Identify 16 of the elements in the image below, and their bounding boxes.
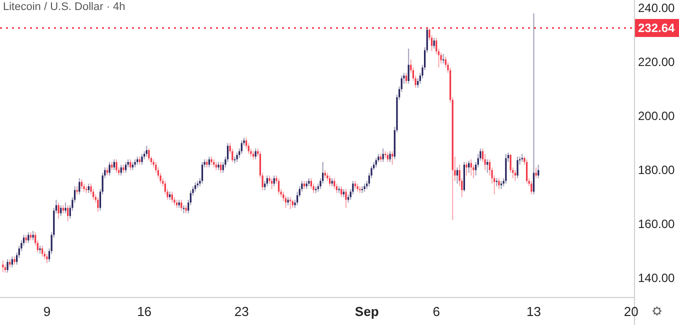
candlestick xyxy=(182,204,185,214)
x-tick-label: Sep xyxy=(354,304,379,320)
x-tick-label: 20 xyxy=(624,304,638,320)
y-tick-label: 220.00 xyxy=(638,54,676,69)
x-tick-label: 23 xyxy=(234,304,249,320)
y-tick-label: 160.00 xyxy=(638,216,676,231)
y-tick-label: 240.00 xyxy=(638,0,676,15)
chart-title: Litecoin / U.S. Dollar · 4h xyxy=(3,1,126,13)
x-tick-label: 9 xyxy=(43,304,51,320)
ref-line-label: 232.64 xyxy=(638,21,676,36)
x-tick-label: 6 xyxy=(432,304,440,320)
y-tick-label: 180.00 xyxy=(638,162,676,177)
x-tick-label: 16 xyxy=(137,304,152,320)
y-tick-label: 140.00 xyxy=(638,270,676,285)
x-tick-label: 13 xyxy=(526,304,541,320)
y-tick-label: 200.00 xyxy=(638,108,676,123)
